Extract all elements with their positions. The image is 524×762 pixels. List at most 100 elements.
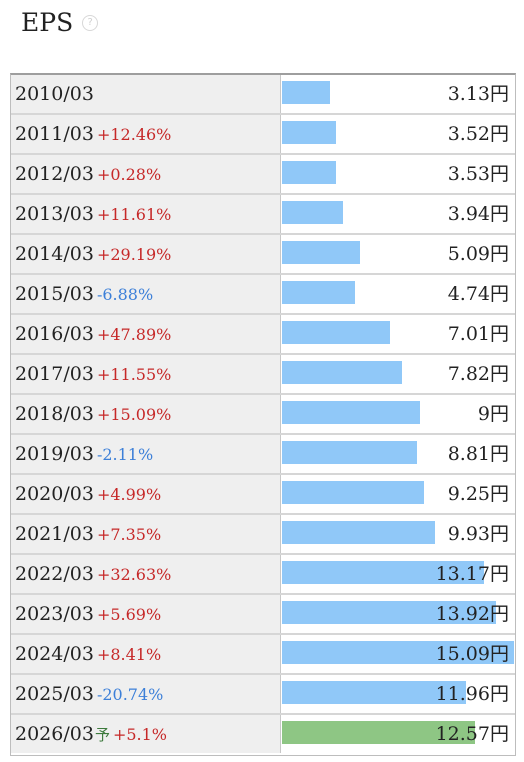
bar-cell: 15.09円 (281, 635, 515, 673)
bar-cell: 9.25円 (281, 475, 515, 513)
bar-cell: 8.81円 (281, 435, 515, 473)
fiscal-year-label: 2014/03 (15, 243, 94, 265)
eps-value-label: 9.25円 (447, 483, 509, 505)
eps-bar (282, 601, 496, 624)
fiscal-year-label: 2025/03 (15, 683, 94, 705)
forecast-mark: 予 (94, 725, 110, 744)
bar-cell: 11.96円 (281, 675, 515, 713)
eps-bar (282, 641, 514, 664)
bar-cell: 13.17円 (281, 555, 515, 593)
yoy-change-label: -2.11% (96, 444, 154, 464)
eps-value-label: 3.52円 (447, 123, 509, 145)
fiscal-year-label: 2011/03 (15, 123, 94, 145)
eps-bar (282, 161, 337, 184)
yoy-change-label: -20.74% (96, 684, 164, 704)
eps-value-label: 13.92円 (435, 603, 509, 625)
bar-cell: 5.09円 (281, 235, 515, 273)
table-row: 2022/03 +32.63% 13.17円 (11, 555, 515, 595)
fiscal-year-label: 2019/03 (15, 443, 94, 465)
eps-bar (282, 201, 343, 224)
yoy-change-label: +0.28% (96, 164, 162, 184)
row-label-cell: 2020/03 +4.99% (11, 475, 281, 513)
yoy-change-label: +7.35% (96, 524, 162, 544)
table-row: 2017/03 +11.55% 7.82円 (11, 355, 515, 395)
eps-bar (282, 681, 466, 704)
eps-bar (282, 281, 355, 304)
row-label-cell: 2022/03 +32.63% (11, 555, 281, 593)
table-row: 2024/03 +8.41% 15.09円 (11, 635, 515, 675)
eps-bar (282, 401, 421, 424)
eps-bar (282, 81, 331, 104)
table-row: 2014/03 +29.19% 5.09円 (11, 235, 515, 275)
eps-value-label: 11.96円 (435, 683, 509, 705)
yoy-change-label: -6.88% (96, 284, 154, 304)
yoy-change-label: +32.63% (96, 564, 172, 584)
table-row: 2016/03 +47.89% 7.01円 (11, 315, 515, 355)
row-label-cell: 2017/03 +11.55% (11, 355, 281, 393)
table-row: 2012/03 +0.28% 3.53円 (11, 155, 515, 195)
eps-value-label: 12.57円 (435, 723, 509, 745)
row-label-cell: 2018/03 +15.09% (11, 395, 281, 433)
table-row: 2013/03 +11.61% 3.94円 (11, 195, 515, 235)
eps-bar (282, 321, 390, 344)
fiscal-year-label: 2016/03 (15, 323, 94, 345)
yoy-change-label: +47.89% (96, 324, 172, 344)
fiscal-year-label: 2024/03 (15, 643, 94, 665)
yoy-change-label: +12.46% (96, 124, 172, 144)
fiscal-year-label: 2013/03 (15, 203, 94, 225)
eps-value-label: 3.94円 (447, 203, 509, 225)
bar-cell: 13.92円 (281, 595, 515, 633)
table-row: 2015/03 -6.88% 4.74円 (11, 275, 515, 315)
fiscal-year-label: 2010/03 (15, 83, 94, 105)
question-circle-icon[interactable]: ? (82, 14, 99, 31)
table-row: 2019/03 -2.11% 8.81円 (11, 435, 515, 475)
table-row: 2020/03 +4.99% 9.25円 (11, 475, 515, 515)
fiscal-year-label: 2026/03 (15, 723, 94, 745)
row-label-cell: 2011/03 +12.46% (11, 115, 281, 153)
yoy-change-label: +5.69% (96, 604, 162, 624)
bar-cell: 3.53円 (281, 155, 515, 193)
row-label-cell: 2016/03 +47.89% (11, 315, 281, 353)
eps-value-label: 7.01円 (447, 323, 509, 345)
chart-title: EPS (21, 8, 74, 37)
eps-value-label: 9円 (477, 403, 509, 425)
row-label-cell: 2026/03 予 +5.1% (11, 715, 281, 753)
eps-bar (282, 561, 485, 584)
eps-bar-table: 2010/03 3.13円 2011/03 +12.46% 3.52円 2012/03 +0… (10, 73, 516, 756)
eps-bar (282, 361, 403, 384)
bar-cell: 7.82円 (281, 355, 515, 393)
eps-value-label: 13.17円 (435, 563, 509, 585)
row-label-cell: 2013/03 +11.61% (11, 195, 281, 233)
yoy-change-label: +11.61% (96, 204, 172, 224)
table-row: 2011/03 +12.46% 3.52円 (11, 115, 515, 155)
eps-value-label: 5.09円 (447, 243, 509, 265)
fiscal-year-label: 2022/03 (15, 563, 94, 585)
eps-value-label: 8.81円 (447, 443, 509, 465)
row-label-cell: 2024/03 +8.41% (11, 635, 281, 673)
title-row: EPS ? (21, 8, 99, 37)
row-label-cell: 2023/03 +5.69% (11, 595, 281, 633)
bar-cell: 9円 (281, 395, 515, 433)
row-label-cell: 2012/03 +0.28% (11, 155, 281, 193)
yoy-change-label: +8.41% (96, 644, 162, 664)
bar-cell: 4.74円 (281, 275, 515, 313)
bar-cell: 9.93円 (281, 515, 515, 553)
yoy-change-label: +15.09% (96, 404, 172, 424)
bar-cell: 12.57円 (281, 715, 515, 753)
eps-value-label: 7.82円 (447, 363, 509, 385)
yoy-change-label: +29.19% (96, 244, 172, 264)
eps-bar (282, 441, 418, 464)
row-label-cell: 2025/03 -20.74% (11, 675, 281, 713)
table-row: 2026/03 予 +5.1% 12.57円 (11, 715, 515, 755)
yoy-change-label: +11.55% (96, 364, 172, 384)
bar-cell: 3.13円 (281, 75, 515, 113)
fiscal-year-label: 2023/03 (15, 603, 94, 625)
eps-value-label: 4.74円 (447, 283, 509, 305)
eps-value-label: 3.53円 (447, 163, 509, 185)
row-label-cell: 2010/03 (11, 75, 281, 113)
eps-value-label: 3.13円 (447, 83, 509, 105)
fiscal-year-label: 2015/03 (15, 283, 94, 305)
bar-cell: 7.01円 (281, 315, 515, 353)
eps-value-label: 15.09円 (435, 643, 509, 665)
table-row: 2010/03 3.13円 (11, 75, 515, 115)
